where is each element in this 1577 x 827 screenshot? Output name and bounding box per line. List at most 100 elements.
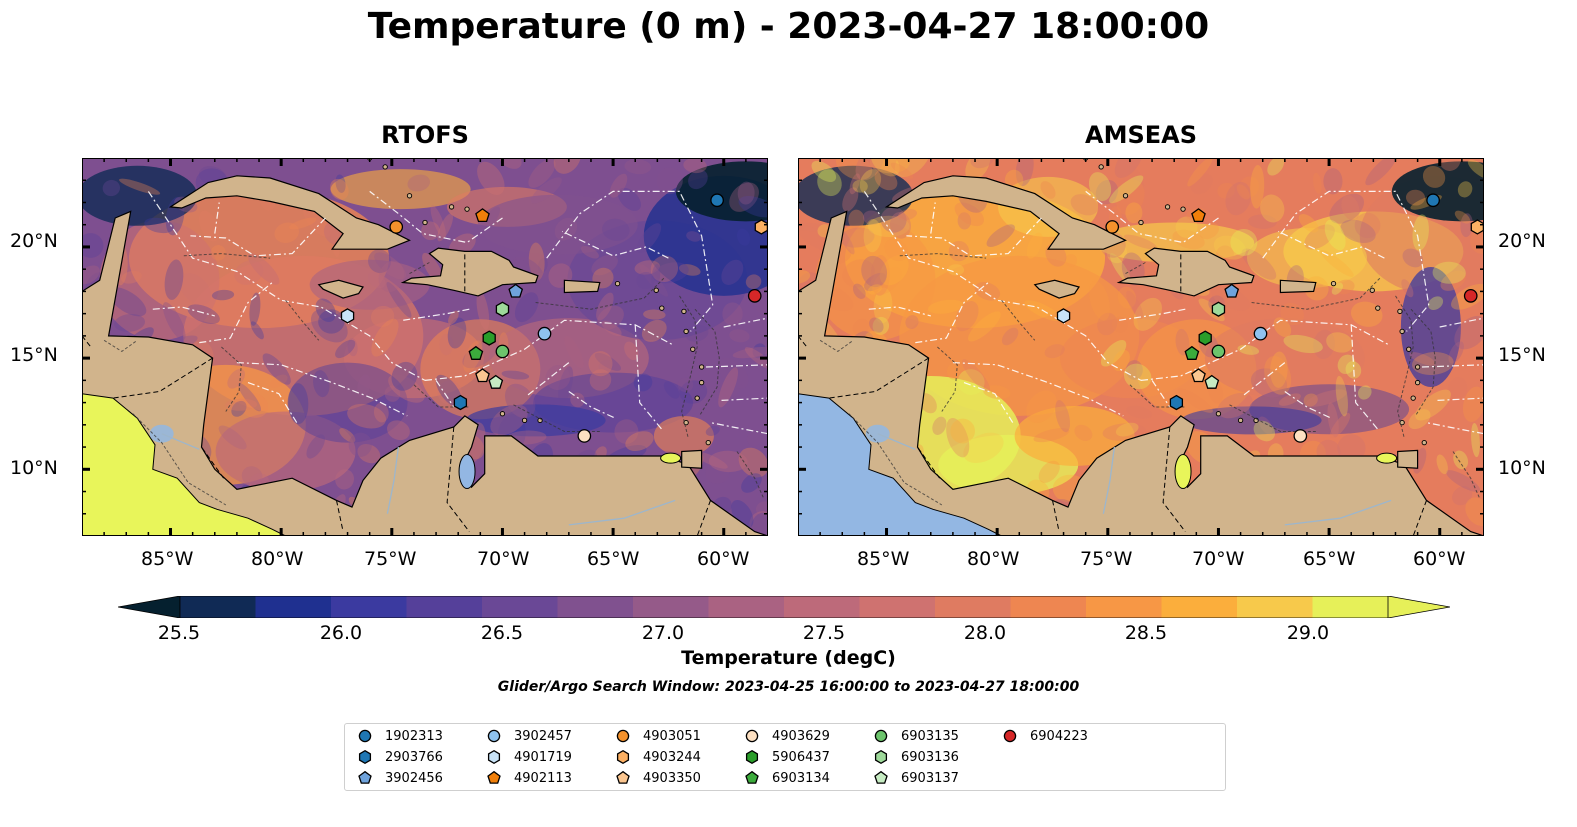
temperature-eddy [1411,352,1454,375]
temperature-eddy [708,450,748,473]
temperature-eddy [1210,285,1251,311]
temperature-eddy [867,284,882,295]
temperature-eddy [1415,389,1451,421]
eez-boundary [247,382,298,423]
float-marker-6903136 [495,301,510,317]
colorbar-segment [633,596,709,618]
bathymetry-contour [221,346,242,412]
legend-item-6903135: 6903135 [873,726,959,746]
temperature-patch [1246,228,1367,289]
temperature-eddy [1129,165,1145,191]
islet [690,346,696,352]
temperature-eddy [643,309,666,320]
islet [683,328,689,335]
temperature-eddy [1432,261,1466,284]
temperature-eddy [849,173,861,195]
lon-label-70w-left: 70°W [477,548,530,570]
eez-boundary [634,324,663,430]
temperature-eddy [1199,222,1219,240]
temperature-eddy [249,292,261,326]
temperature-eddy [231,400,247,417]
temperature-eddy [102,179,121,197]
temperature-eddy [447,317,467,349]
temperature-eddy [594,352,622,371]
eez-boundary [435,380,455,408]
eez-boundary [1085,190,1219,244]
temperature-eddy [745,274,762,290]
temperature-eddy [1357,385,1372,400]
legend-item-6904223: 6904223 [1002,726,1088,746]
eez-boundary [863,191,1142,381]
temperature-eddy [685,324,709,342]
legend-label: 4903629 [772,728,830,744]
temperature-eddy [718,367,739,408]
temperature-eddy [639,264,669,297]
lon-label-80w-right: 80°W [967,548,1020,570]
legend-label: 4902113 [514,770,572,786]
panel-title-amseas: AMSEAS [1085,121,1197,149]
colorbar-extend-min [118,596,181,618]
temperature-eddy [335,339,356,359]
temperature-eddy [210,245,226,261]
float-marker-4903051 [389,220,404,234]
gulf-of-paria [660,452,682,464]
temperature-patch [1094,222,1255,263]
colorbar-segment [1086,596,1162,618]
temperature-eddy [1402,248,1424,268]
temperature-eddy [625,431,654,452]
legend-item-6903136: 6903136 [873,747,959,767]
float-marker-6903134 [468,345,484,360]
bathymetry-contour [694,308,720,417]
islet [1421,439,1427,446]
temperature-eddy [602,218,630,241]
float-marker-6903134 [1184,345,1200,360]
colorbar-segment [406,596,483,618]
temperature-eddy [1123,363,1152,390]
float-marker-6903135 [1211,344,1226,359]
land-trinidad [681,449,703,469]
bathymetry-contour [1125,262,1146,275]
temperature-eddy [1074,424,1093,441]
legend-marker-pentagon [616,770,630,784]
legend-label: 6904223 [1030,728,1088,744]
temperature-eddy [1236,184,1250,200]
temperature-eddy [874,169,898,191]
legend-symbol [616,749,630,765]
temperature-eddy [974,282,1001,301]
temperature-eddy [1001,327,1019,346]
temperature-eddy [371,318,399,357]
temperature-eddy [679,380,708,404]
temperature-eddy [1313,172,1322,194]
temperature-eddy [1044,344,1065,359]
islet [1375,305,1381,311]
temperature-eddy [318,309,345,334]
bathymetry-contour [1410,308,1436,417]
colorbar-tick-26-0: 26.0 [319,622,363,644]
temperature-eddy [678,264,701,276]
temperature-eddy [1115,422,1139,437]
islet [1406,346,1412,352]
islet [698,379,705,386]
temperature-eddy [530,177,562,204]
temperature-eddy [1467,159,1484,180]
temperature-eddy [370,305,395,328]
colorbar-segment [859,596,936,618]
country-border [82,335,92,348]
temperature-eddy [863,219,882,253]
float-marker-4901719 [340,308,355,324]
temperature-eddy [597,305,624,331]
temperature-eddy [869,317,884,333]
temperature-eddy [1026,232,1043,259]
lat-label-15n-left: 15°N [10,344,58,366]
temperature-eddy [306,434,325,459]
temperature-eddy [1112,349,1130,372]
float-marker-4903350 [475,368,490,383]
temperature-eddy [957,212,972,230]
temperature-eddy [391,361,418,391]
temperature-eddy [1350,301,1383,327]
temperature-eddy [1089,280,1110,321]
temperature-eddy [1341,195,1360,221]
land-jamaica [317,279,364,299]
legend-item-4903629: 4903629 [744,726,830,746]
colorbar-tick-25-5: 25.5 [157,622,201,644]
